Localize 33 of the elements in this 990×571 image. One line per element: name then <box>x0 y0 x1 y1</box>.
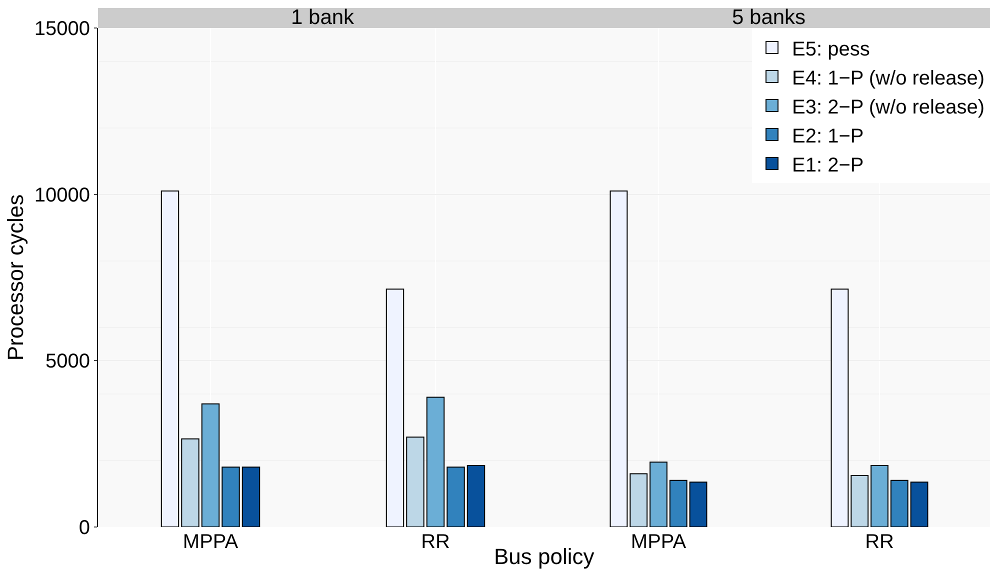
bar <box>242 466 260 527</box>
bar <box>201 403 220 527</box>
bar <box>406 436 424 527</box>
x-tick-label: MPPA <box>630 531 687 553</box>
bar <box>910 482 928 527</box>
legend-label: E3: 2−P (w/o release) <box>792 96 985 118</box>
y-tick-label: 0 <box>78 517 90 539</box>
x-axis-title: Bus policy <box>494 544 594 569</box>
legend-label: E4: 1−P (w/o release) <box>792 67 985 90</box>
y-tick-label: 15000 <box>34 18 90 40</box>
bar <box>890 480 908 527</box>
legend-label: E2: 1−P <box>792 125 864 148</box>
bar <box>650 462 668 527</box>
bar <box>181 438 200 527</box>
legend-label: E5: pess <box>792 38 870 60</box>
bar <box>870 464 888 527</box>
y-axis-title: Processor cycles <box>3 194 28 361</box>
bar <box>630 473 648 527</box>
bar <box>222 466 240 527</box>
bar <box>850 474 869 527</box>
bar <box>689 482 708 527</box>
bar <box>426 396 445 527</box>
bar <box>446 466 465 527</box>
bar <box>669 480 688 527</box>
y-tick-label: 10000 <box>34 184 90 206</box>
legend-label: E1: 2−P <box>792 154 864 176</box>
x-tick-label: RR <box>865 531 894 553</box>
x-tick-label: RR <box>421 531 450 553</box>
x-tick-label: MPPA <box>182 531 239 553</box>
chart-title: 5 banks <box>732 6 806 29</box>
bar <box>466 464 486 527</box>
y-tick-label: 5000 <box>46 350 90 373</box>
chart-title: 1 bank <box>291 6 355 29</box>
